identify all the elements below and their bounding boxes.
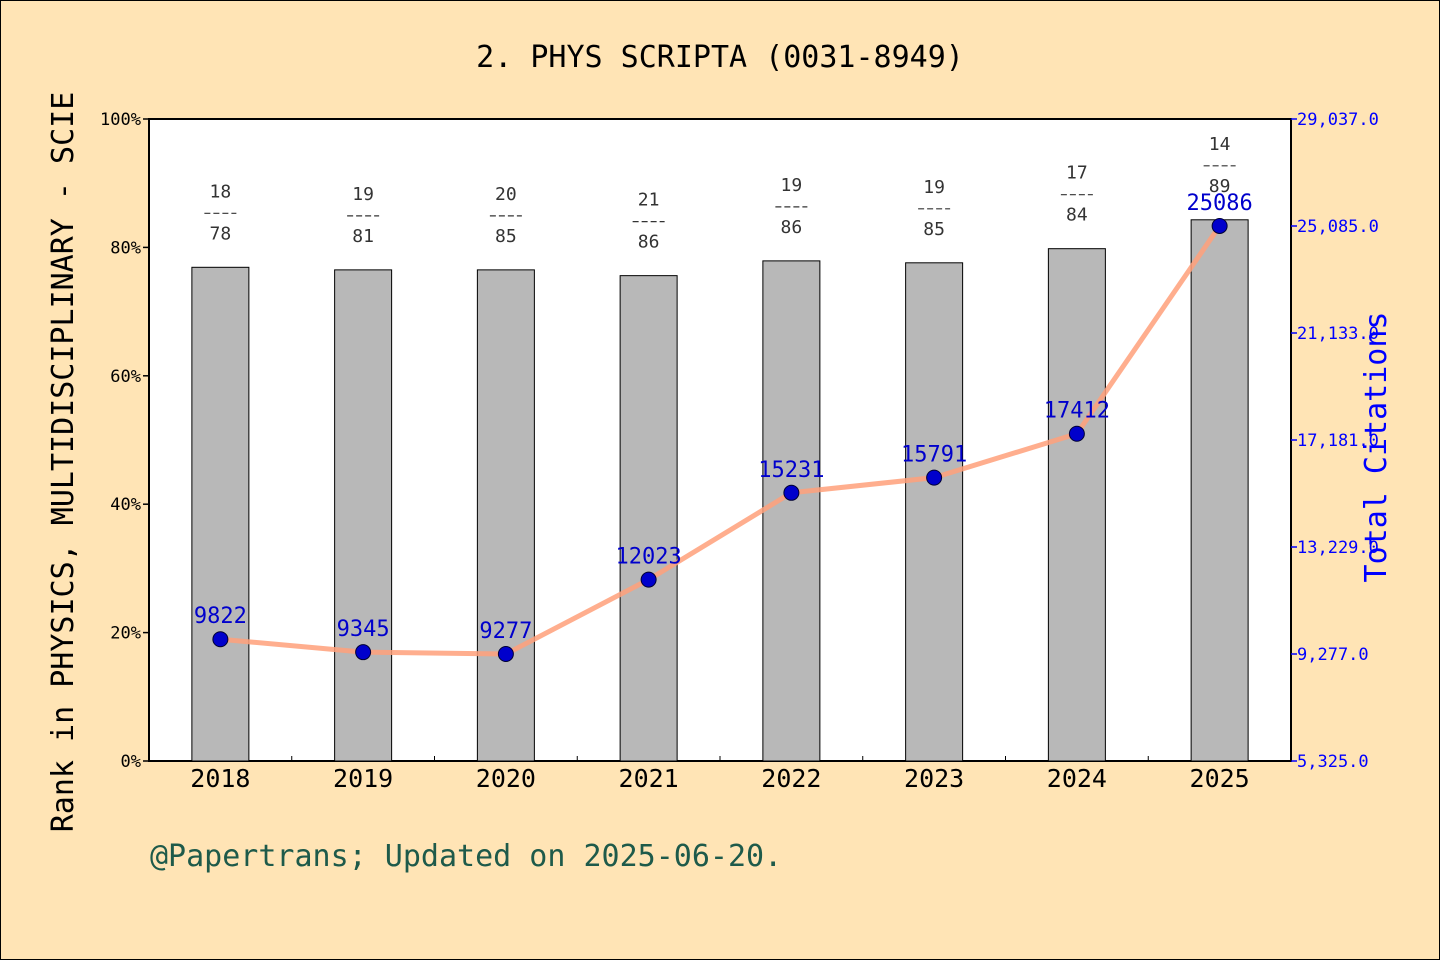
right-tick-label: 9,277.0 <box>1297 645 1369 665</box>
right-tick-label: 29,037.0 <box>1297 110 1379 130</box>
left-tick-label: 20% <box>110 624 141 644</box>
bar-2024 <box>1047 248 1106 762</box>
rank-label-2022: 19 <box>781 175 803 196</box>
left-axis: 0% 20% 40% 60% 80% 100% <box>100 110 149 772</box>
citation-point-2024 <box>1068 425 1085 442</box>
citation-label-2024: 17412 <box>1044 399 1110 424</box>
bar-2019 <box>334 269 393 762</box>
bar-2022 <box>762 260 821 762</box>
x-tick-label-2019: 2019 <box>333 764 393 793</box>
citation-point-2022 <box>783 484 800 501</box>
citation-point-2025 <box>1211 217 1228 234</box>
rank-label-2020: 20 <box>495 184 517 205</box>
total-label-2025: 89 <box>1209 176 1231 197</box>
left-tick-label: 40% <box>110 495 141 515</box>
x-axis: 2018 2019 2020 2021 2022 2023 2024 2025 <box>148 756 1292 793</box>
rank-label-2021: 21 <box>638 190 660 211</box>
citation-label-2025: 25086 <box>1187 191 1253 216</box>
total-label-2019: 81 <box>352 226 374 247</box>
citation-point-2021 <box>640 571 657 588</box>
x-tick-label-2024: 2024 <box>1047 764 1107 793</box>
x-tick-label-2021: 2021 <box>619 764 679 793</box>
citation-label-2019: 9345 <box>337 617 390 642</box>
bar-2025 <box>1190 219 1249 762</box>
rank-label-2018: 18 <box>210 181 232 202</box>
total-label-2023: 85 <box>923 219 945 240</box>
right-axis-label: Total Citations <box>1359 312 1394 583</box>
total-label-2024: 84 <box>1066 205 1088 226</box>
citation-point-2020 <box>497 646 514 662</box>
total-label-2022: 86 <box>781 217 803 238</box>
bar-2020 <box>476 269 535 762</box>
x-tick-label-2020: 2020 <box>476 764 536 793</box>
right-tick-label: 17,181.0 <box>1297 431 1379 451</box>
chart-title: 2. PHYS SCRIPTA (0031-8949) <box>476 40 964 75</box>
citation-label-2020: 9277 <box>479 619 532 644</box>
citation-label-2022: 15231 <box>758 458 824 483</box>
bar-2021 <box>619 275 678 762</box>
x-tick-label-2022: 2022 <box>761 764 821 793</box>
bar-2018 <box>191 266 250 762</box>
rank-label-2019: 19 <box>352 184 374 205</box>
left-axis-label: Rank in PHYSICS, MULTIDISCIPLINARY - SCI… <box>46 92 81 833</box>
citation-label-2023: 15791 <box>901 443 967 468</box>
x-tick-label-2025: 2025 <box>1190 764 1250 793</box>
rank-label-group: 18 78 19 81 20 85 21 86 19 86 19 85 17 84 14 89 <box>204 134 1236 253</box>
rank-label-2024: 17 <box>1066 163 1088 184</box>
right-tick-label: 21,133.0 <box>1297 324 1379 344</box>
left-tick-label: 0% <box>121 752 141 772</box>
total-label-2018: 78 <box>210 223 232 244</box>
citation-point-2023 <box>926 469 943 486</box>
bar-2023 <box>905 262 964 762</box>
rank-label-2023: 19 <box>923 177 945 198</box>
left-tick-label: 100% <box>100 110 141 130</box>
citation-point-2018 <box>212 631 229 648</box>
citation-label-2021: 12023 <box>616 545 682 570</box>
x-tick-label-2018: 2018 <box>190 764 250 793</box>
x-tick-label-2023: 2023 <box>904 764 964 793</box>
citation-point-2019 <box>355 644 372 661</box>
right-tick-label: 25,085.0 <box>1297 217 1379 237</box>
citation-line-group: 9822 9345 9277 12023 15231 15791 17412 25086 <box>194 191 1253 662</box>
left-tick-label: 80% <box>110 238 141 258</box>
total-label-2021: 86 <box>638 232 660 253</box>
citation-line <box>220 224 1222 657</box>
total-label-2020: 85 <box>495 226 517 247</box>
footer-note: @Papertrans; Updated on 2025-06-20. <box>150 839 782 874</box>
bar-group <box>191 219 1249 762</box>
right-tick-label: 13,229.0 <box>1297 538 1379 558</box>
citation-label-2018: 9822 <box>194 604 247 629</box>
right-axis: 5,325.0 9,277.0 13,229.0 17,181.0 21,133.0 25… <box>1291 110 1379 772</box>
left-tick-label: 60% <box>110 367 141 387</box>
plot-area <box>148 118 1292 762</box>
right-tick-label: 5,325.0 <box>1297 752 1369 772</box>
rank-label-2025: 14 <box>1209 134 1231 155</box>
